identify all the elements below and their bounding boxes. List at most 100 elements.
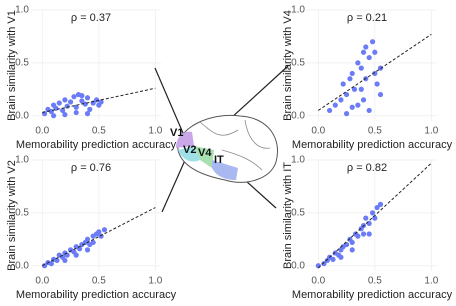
point [355, 233, 361, 239]
point [71, 94, 77, 100]
point [84, 111, 91, 117]
point [338, 254, 344, 260]
point [84, 236, 91, 242]
annotation: ρ = 0.76 [71, 162, 111, 174]
point [355, 60, 361, 66]
region-label: V1 [170, 127, 183, 139]
point [51, 113, 57, 119]
x-axis-label: Memorability prediction accuracy [16, 289, 177, 301]
point [48, 261, 54, 267]
point [360, 231, 367, 237]
point [349, 239, 355, 246]
point [73, 104, 79, 110]
point [377, 91, 384, 98]
point [332, 102, 338, 108]
point [98, 233, 104, 239]
y-tick-label: 0.0 [291, 260, 305, 271]
y-axis-label: Brain similarity with V1 [6, 10, 18, 121]
point [355, 102, 361, 108]
point [343, 91, 350, 98]
region-label: IT [214, 154, 224, 166]
point [90, 239, 96, 246]
point [351, 86, 358, 92]
point [372, 70, 378, 77]
y-tick-label: 0.5 [15, 207, 29, 218]
point [98, 99, 104, 105]
point [67, 99, 74, 105]
point [358, 65, 364, 71]
fit-line [42, 87, 156, 114]
point [372, 49, 378, 55]
point [101, 227, 108, 233]
y-tick-label: 1.0 [15, 5, 29, 16]
point [321, 261, 327, 267]
point [73, 252, 79, 258]
y-tick-label: 0.0 [15, 260, 29, 271]
y-tick-label: 0.5 [15, 57, 29, 68]
connector [154, 67, 187, 141]
point [374, 81, 380, 87]
point [54, 257, 60, 264]
point [343, 111, 350, 117]
point [366, 220, 372, 227]
point [96, 229, 102, 235]
chart-panel: 0.0 0.5 1.0 0.0 0.5 1.0 ρ = 0.21 Memorability p… [282, 5, 453, 151]
x-tick-label: 1.0 [148, 276, 162, 287]
point [374, 204, 380, 211]
brain-sulci [199, 119, 271, 171]
point [56, 100, 62, 106]
y-tick-label: 0.5 [291, 207, 305, 218]
brain-outline [177, 114, 278, 183]
point [60, 107, 66, 114]
y-tick-label: 1.0 [291, 155, 305, 166]
y-tick-label: 0.0 [15, 110, 29, 121]
x-axis-label: Memorability prediction accuracy [16, 139, 177, 151]
point [360, 97, 367, 103]
point [327, 107, 333, 114]
y-tick-label: 0.5 [291, 57, 305, 68]
point [62, 112, 68, 118]
point [62, 257, 68, 264]
point [363, 44, 369, 50]
point [41, 263, 48, 269]
point [360, 49, 367, 55]
y-axis-label: Brain similarity with V2 [6, 160, 18, 271]
point [366, 107, 372, 114]
chart-panel: 0.0 0.5 1.0 0.0 0.5 1.0 ρ = 0.37 Memorability p… [6, 5, 177, 151]
x-tick-label: 0.5 [92, 276, 106, 287]
x-tick-label: 0.0 [311, 126, 325, 137]
point [358, 86, 364, 92]
x-tick-label: 0.0 [35, 126, 49, 137]
y-axis-label: Brain similarity with IT [282, 162, 294, 269]
y-tick-label: 0.0 [291, 110, 305, 121]
point [93, 97, 100, 103]
fit-line [318, 33, 432, 111]
charts: 0.0 0.5 1.0 0.0 0.5 1.0 ρ = 0.37 Memorability p… [6, 5, 453, 301]
x-tick-label: 1.0 [148, 126, 162, 137]
point [73, 109, 79, 116]
point [366, 54, 372, 61]
point [349, 104, 355, 110]
annotation: ρ = 0.21 [347, 12, 387, 24]
x-axis-label: Memorability prediction accuracy [292, 289, 453, 301]
y-axis-label: Brain similarity with V4 [282, 10, 294, 121]
y-tick-label: 1.0 [291, 5, 305, 16]
region-label: V4 [198, 147, 212, 159]
point [62, 97, 68, 103]
x-tick-label: 0.5 [92, 126, 106, 137]
point [338, 97, 344, 103]
x-axis-label: Memorability prediction accuracy [292, 139, 453, 151]
x-tick-label: 0.0 [35, 276, 49, 287]
region-v4 [194, 146, 214, 168]
point [349, 247, 355, 253]
fit-line [317, 162, 432, 269]
region-label: V2 [183, 144, 196, 156]
x-tick-label: 0.5 [368, 276, 382, 287]
point [349, 70, 355, 77]
x-tick-label: 0.5 [368, 126, 382, 137]
annotation: ρ = 0.37 [71, 12, 111, 24]
point [366, 231, 372, 237]
y-tick-label: 1.0 [15, 155, 29, 166]
annotation: ρ = 0.82 [347, 162, 387, 174]
